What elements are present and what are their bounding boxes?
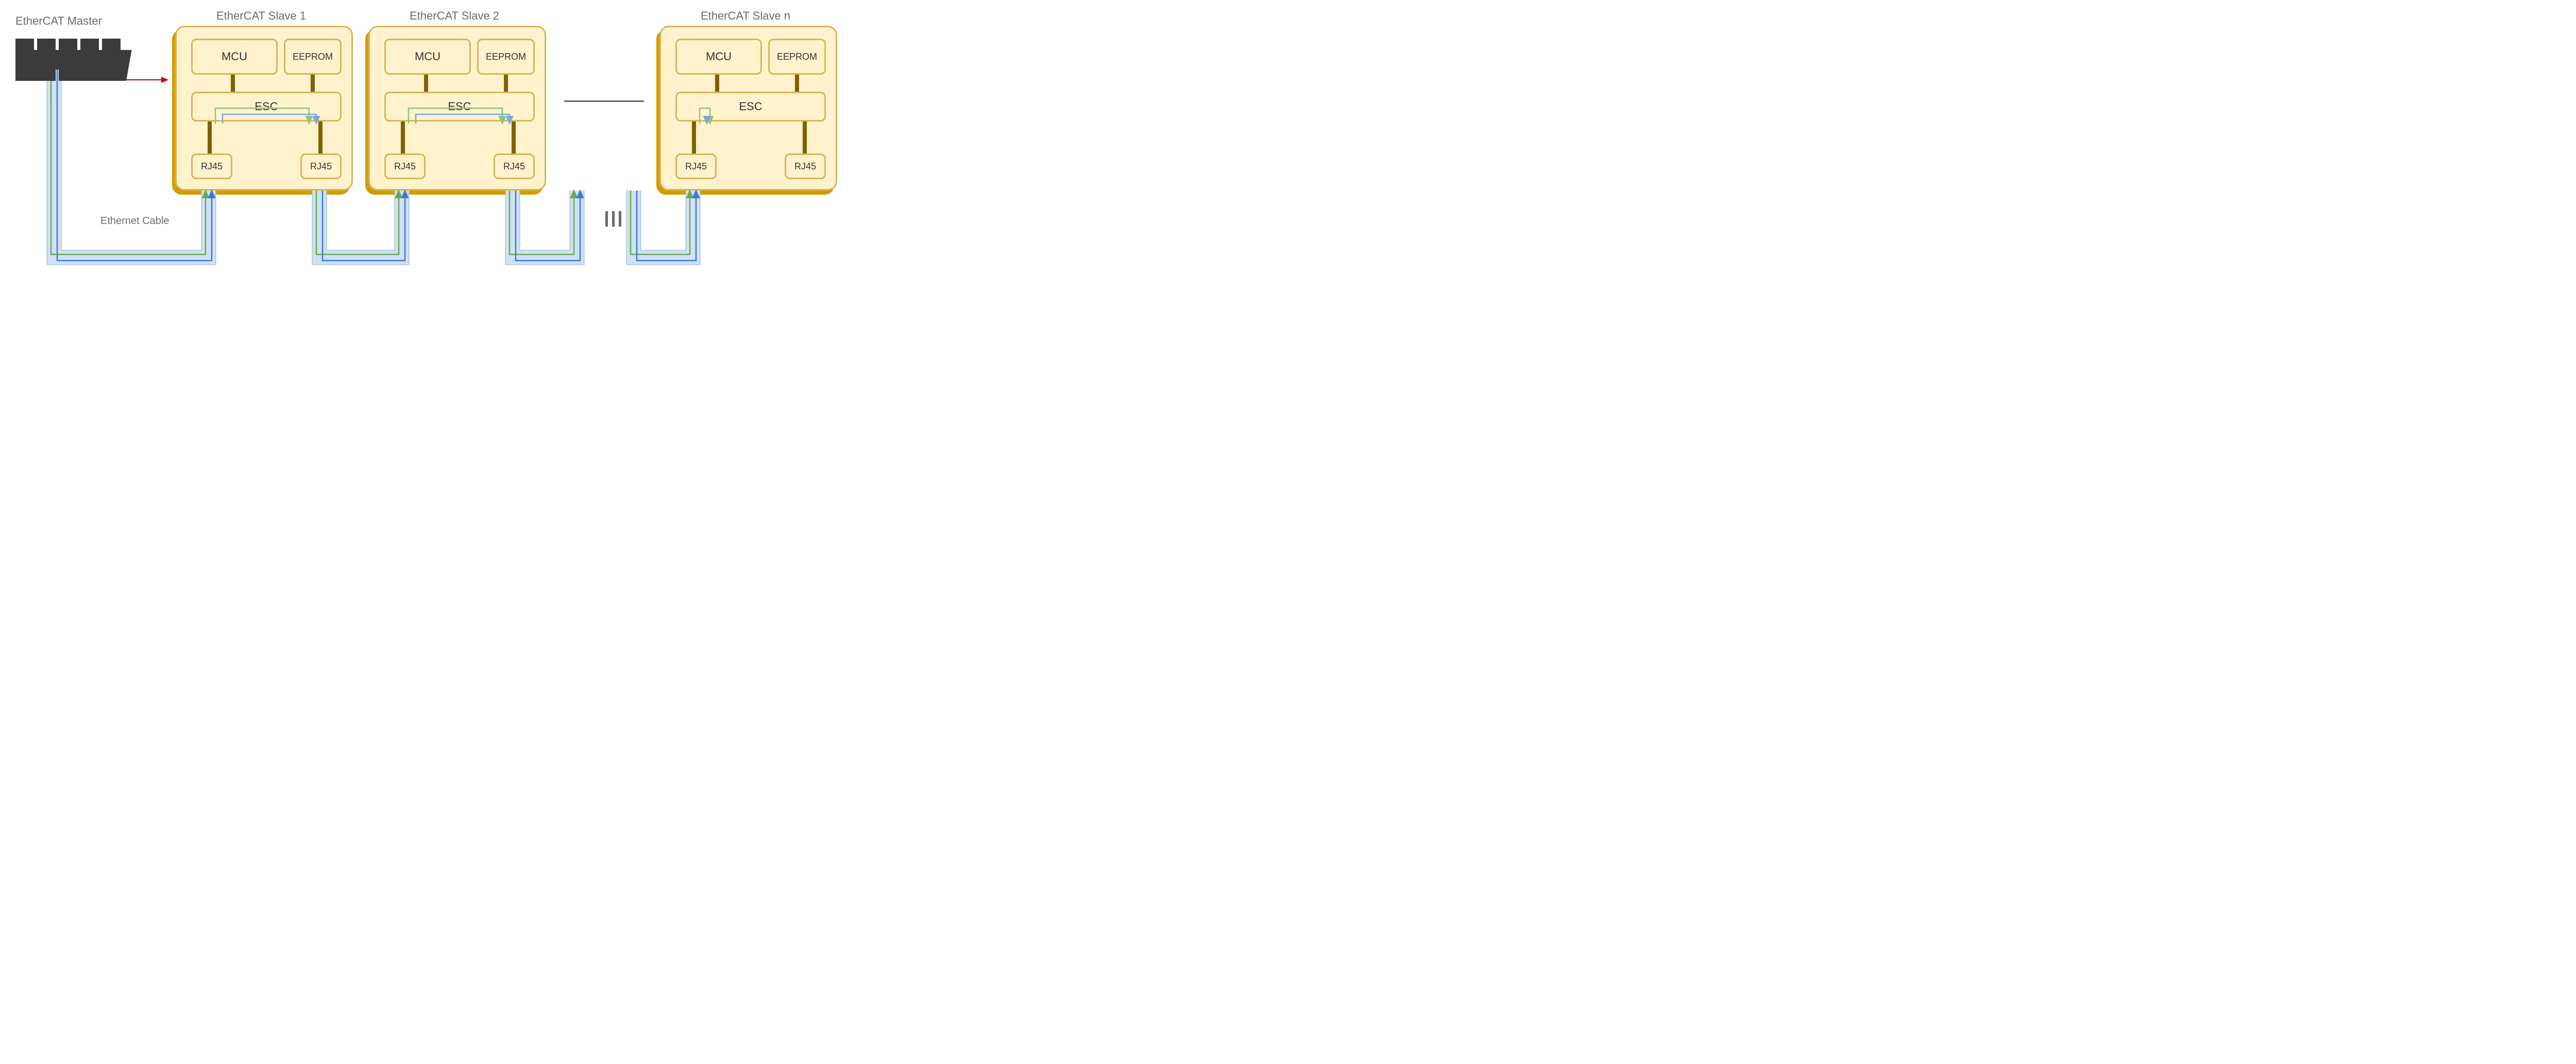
connector (311, 75, 315, 92)
esc-box: ESC (191, 92, 342, 122)
eeprom-box: EEPROM (284, 39, 342, 75)
rack-slot (37, 39, 56, 81)
slaven-title: EtherCAT Slave n (701, 9, 790, 23)
connector (692, 122, 696, 153)
mcu-box: MCU (191, 39, 278, 75)
continuation-line (564, 100, 644, 102)
rj45-left: RJ45 (191, 153, 232, 179)
rack-slot (80, 39, 99, 81)
connector (715, 75, 719, 92)
connector (795, 75, 799, 92)
connector (401, 122, 405, 153)
rj45-right: RJ45 (300, 153, 342, 179)
rj45-right: RJ45 (785, 153, 826, 179)
rack-slot (59, 39, 77, 81)
mcu-box: MCU (384, 39, 471, 75)
mcu-box: MCU (675, 39, 762, 75)
rack-slot (15, 39, 34, 81)
connector (231, 75, 235, 92)
slaven-box: MCU EEPROM ESC RJ45 RJ45 (659, 26, 837, 191)
ellipsis-icon (605, 211, 621, 227)
connector (208, 122, 212, 153)
rj45-right: RJ45 (494, 153, 535, 179)
slave2-title: EtherCAT Slave 2 (410, 9, 499, 23)
connector (504, 75, 508, 92)
slave1-title: EtherCAT Slave 1 (216, 9, 306, 23)
connector (424, 75, 428, 92)
slave1-box: MCU EEPROM ESC RJ45 RJ45 (175, 26, 353, 191)
esc-box: ESC (675, 92, 826, 122)
rj45-left: RJ45 (675, 153, 717, 179)
slave2-box: MCU EEPROM ESC RJ45 RJ45 (368, 26, 546, 191)
rj45-left: RJ45 (384, 153, 426, 179)
rack-slot (102, 39, 121, 81)
master-rack (15, 33, 126, 81)
esc-box: ESC (384, 92, 535, 122)
connector (512, 122, 516, 153)
connector (803, 122, 807, 153)
cable-label: Ethernet Cable (100, 215, 169, 227)
eeprom-box: EEPROM (477, 39, 535, 75)
master-title: EtherCAT Master (15, 14, 102, 28)
connector (318, 122, 323, 153)
eeprom-box: EEPROM (768, 39, 826, 75)
